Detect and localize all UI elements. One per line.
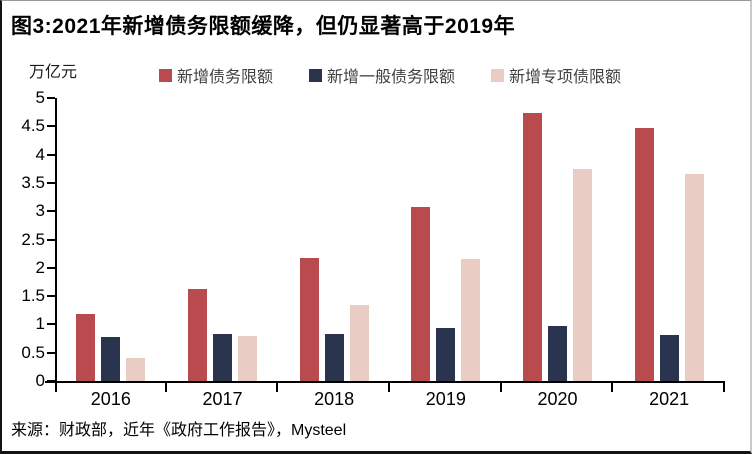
- y-axis-tick-label: 5: [35, 88, 45, 107]
- y-axis-unit-label: 万亿元: [29, 64, 78, 81]
- y-axis-tick-label: 2: [35, 257, 45, 277]
- legend-label: 新增一般债务限额: [326, 69, 455, 86]
- y-axis-tick: [47, 380, 55, 382]
- bar: [237, 335, 257, 381]
- legend-swatch-icon: [308, 68, 322, 82]
- bar: [461, 259, 481, 381]
- bar: [572, 168, 592, 381]
- x-axis-tick: [388, 383, 390, 392]
- chart-title: 图3:2021年新增债务限额缓降，但仍显著高于2019年: [11, 15, 516, 38]
- y-axis-tick-label: 2.5: [21, 229, 45, 249]
- x-axis-label: 2017: [202, 389, 243, 409]
- bar: [684, 174, 704, 381]
- bar: [634, 128, 654, 381]
- bar-group-2017: [167, 98, 279, 381]
- y-axis-tick: [47, 351, 55, 354]
- x-axis-label: 2020: [537, 389, 578, 409]
- legend-item: 新增债务限额: [158, 63, 273, 87]
- legend-item: 新增一般债务限额: [308, 63, 455, 87]
- x-axis-line: [45, 381, 725, 383]
- y-axis-tick-label: 0.5: [21, 342, 45, 362]
- bar: [126, 358, 146, 381]
- bar-group-2016: [55, 98, 167, 381]
- y-axis-tick: [47, 210, 55, 213]
- bar: [659, 334, 679, 381]
- y-axis-tick: [47, 97, 55, 99]
- bar: [436, 328, 456, 381]
- y-axis-tick: [47, 238, 55, 241]
- x-axis-label: 2016: [90, 389, 131, 409]
- legend-label: 新增债务限额: [176, 69, 273, 86]
- bar: [76, 314, 96, 381]
- bar: [101, 336, 121, 381]
- legend-label: 新增专项债限额: [509, 69, 622, 86]
- y-axis-tick-label: 3: [35, 201, 45, 221]
- legend-item: 新增专项债限额: [491, 63, 621, 87]
- x-axis-tick: [55, 383, 57, 392]
- y-axis-tick-label: 1.5: [21, 286, 45, 306]
- y-axis-tick: [47, 153, 55, 156]
- x-axis-tick: [165, 383, 167, 392]
- y-axis-tick: [47, 125, 55, 128]
- x-axis-tick: [611, 383, 613, 392]
- legend-swatch-icon: [491, 68, 504, 82]
- bar-group-2020: [502, 98, 614, 381]
- x-axis-label: 2019: [425, 389, 466, 409]
- y-axis-tick-label: 4.5: [21, 116, 45, 136]
- bar-group-2018: [278, 98, 390, 381]
- y-axis-tick-label: 0: [35, 371, 45, 390]
- y-axis-line: [55, 98, 57, 383]
- y-axis-tick: [47, 295, 55, 298]
- x-axis-label: 2021: [649, 389, 690, 409]
- y-axis-tick: [47, 266, 55, 269]
- bar: [547, 325, 567, 381]
- x-axis-tick: [276, 383, 278, 392]
- source-note: 来源：财政部，近年《政府工作报告》，Mysteel: [11, 422, 347, 439]
- bar-group-2021: [613, 98, 725, 381]
- legend-swatch-icon: [158, 68, 172, 82]
- bar: [411, 206, 431, 381]
- x-axis-tick: [723, 383, 725, 392]
- y-axis-tick: [47, 323, 55, 326]
- bar: [324, 334, 344, 381]
- bar: [349, 304, 369, 381]
- bar: [212, 334, 232, 381]
- y-axis-tick-label: 1: [35, 314, 45, 334]
- x-axis-tick: [500, 383, 502, 392]
- bar: [522, 113, 542, 381]
- bar: [187, 288, 207, 381]
- bar: [299, 257, 319, 381]
- y-axis-tick-label: 3.5: [21, 172, 45, 192]
- plot-area: 0 0.5 1 1.5 2 2.5 3 3.5 4 4.5 5: [21, 89, 725, 392]
- x-axis-label: 2018: [314, 389, 355, 409]
- y-axis-tick: [47, 181, 55, 184]
- legend: 新增债务限额 新增一般债务限额 新增专项债限额: [55, 63, 725, 87]
- y-axis-tick-label: 4: [35, 144, 45, 164]
- bar-group-2019: [390, 98, 502, 381]
